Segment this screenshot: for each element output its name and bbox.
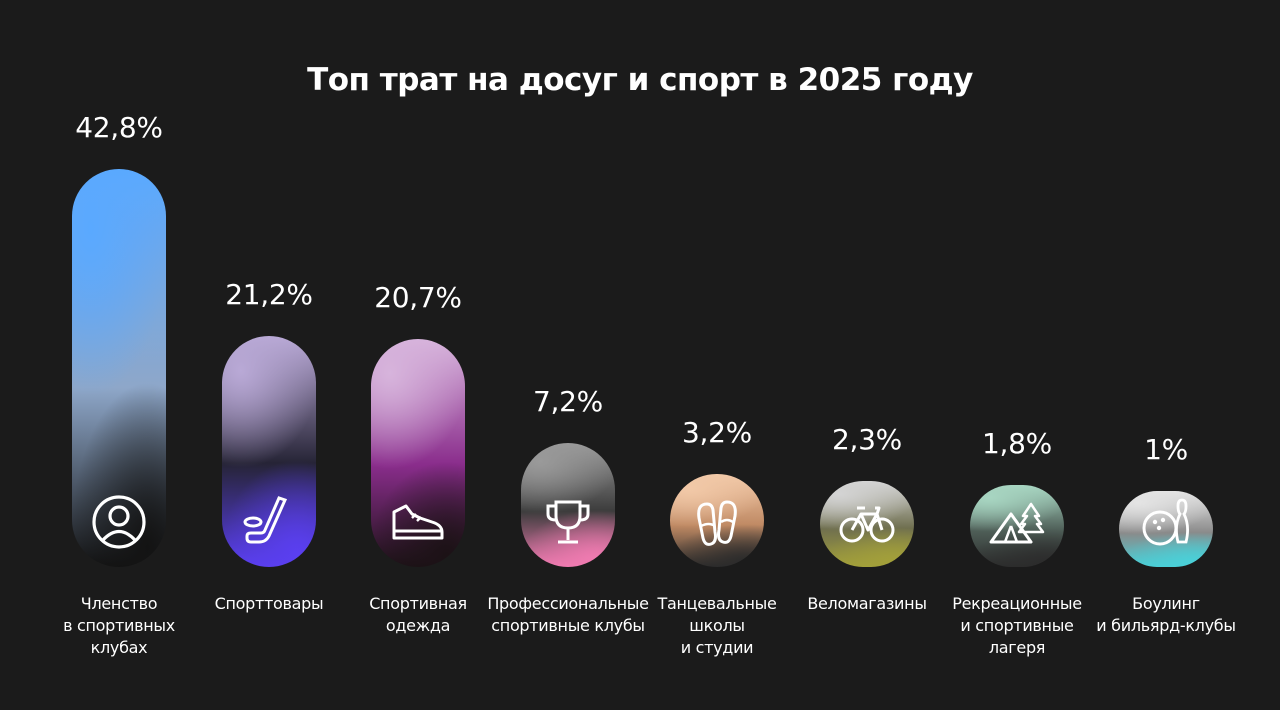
category-label: Профессиональные спортивные клубы [487, 594, 649, 635]
bar [1119, 491, 1213, 567]
pointe-shoes-icon [687, 492, 747, 552]
category-label: Членство в спортивных клубах [63, 594, 175, 657]
bar [670, 474, 764, 567]
bar [970, 485, 1064, 567]
tent-icon [987, 492, 1047, 552]
category-label: Танцевальные школы и студии [657, 594, 777, 657]
category-label: Спорттовары [214, 594, 324, 613]
sneaker-icon [388, 492, 448, 552]
value-label: 3,2% [682, 416, 752, 449]
bar [521, 443, 615, 567]
value-label: 2,3% [832, 423, 902, 456]
bar [72, 169, 166, 567]
value-label: 1,8% [982, 427, 1052, 460]
value-label: 21,2% [225, 278, 313, 311]
trophy-icon [538, 492, 598, 552]
category-label: Спортивная одежда [369, 594, 467, 635]
value-label: 42,8% [75, 111, 163, 144]
bowling-icon [1136, 492, 1196, 552]
bar [222, 336, 316, 567]
bicycle-icon [837, 492, 897, 552]
value-label: 1% [1144, 433, 1188, 466]
category-label: Рекреационные и спортивные лагеря [952, 594, 1082, 657]
category-label: Боулинг и бильярд-клубы [1096, 594, 1236, 635]
chart-title: Топ трат на досуг и спорт в 2025 году [307, 62, 973, 98]
value-label: 7,2% [533, 385, 603, 418]
category-label: Веломагазины [807, 594, 927, 613]
bar [371, 339, 465, 567]
value-label: 20,7% [374, 281, 462, 314]
hockey-stick-icon [239, 492, 299, 552]
person-icon [89, 492, 149, 552]
